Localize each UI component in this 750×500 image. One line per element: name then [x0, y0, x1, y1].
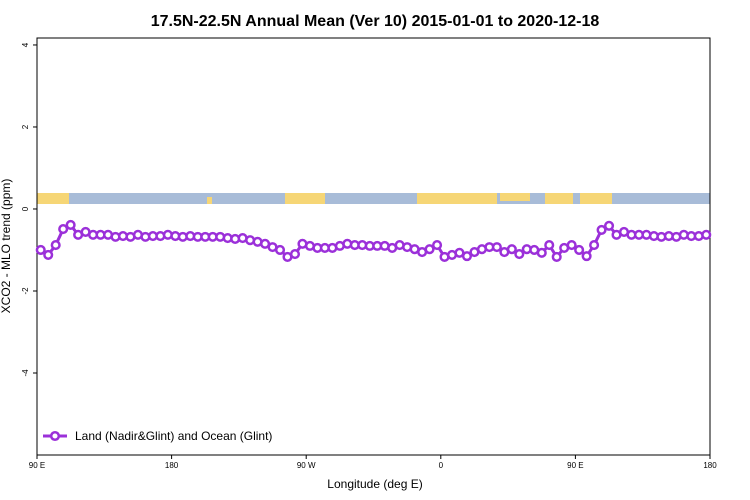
point — [491, 242, 502, 253]
x-axis-label: Longitude (deg E) — [327, 477, 422, 491]
point — [551, 251, 562, 263]
x-tick-label: 90 E — [29, 461, 45, 470]
x-tick-label: 90 E — [567, 461, 583, 470]
point — [604, 220, 615, 231]
point — [581, 251, 592, 262]
point — [432, 240, 443, 251]
plot-frame — [36, 37, 711, 456]
chart-title: 17.5N-22.5N Annual Mean (Ver 10) 2015-01… — [151, 13, 600, 30]
legend-marker — [49, 430, 61, 442]
y-tick-label: 0 — [21, 206, 30, 211]
point — [566, 240, 577, 251]
point — [461, 251, 473, 262]
point — [536, 247, 547, 258]
y-tick-label: 4 — [21, 42, 30, 47]
point — [289, 249, 301, 260]
point — [274, 244, 286, 256]
point — [701, 229, 712, 240]
point — [506, 244, 517, 255]
point — [35, 244, 46, 256]
y-tick-label: -4 — [21, 369, 30, 377]
point — [50, 240, 61, 251]
x-tick-label: 90 W — [297, 461, 316, 470]
point — [589, 240, 600, 251]
point — [596, 224, 607, 235]
x-tick-label: 180 — [703, 461, 717, 470]
point — [574, 244, 585, 256]
y-tick-label: 2 — [21, 124, 30, 129]
x-tick-label: 180 — [165, 461, 179, 470]
x-tick-label: 0 — [439, 461, 444, 470]
point — [65, 219, 76, 231]
y-axis-label: XCO2 - MLO trend (ppm) — [0, 179, 13, 314]
point — [514, 249, 525, 260]
point — [544, 240, 555, 251]
map-strip — [37, 193, 710, 204]
point — [43, 249, 54, 260]
point — [424, 244, 435, 255]
legend-label: Land (Nadir&Glint) and Ocean (Glint) — [75, 429, 272, 443]
y-tick-label: -2 — [21, 287, 30, 295]
point — [58, 224, 69, 235]
